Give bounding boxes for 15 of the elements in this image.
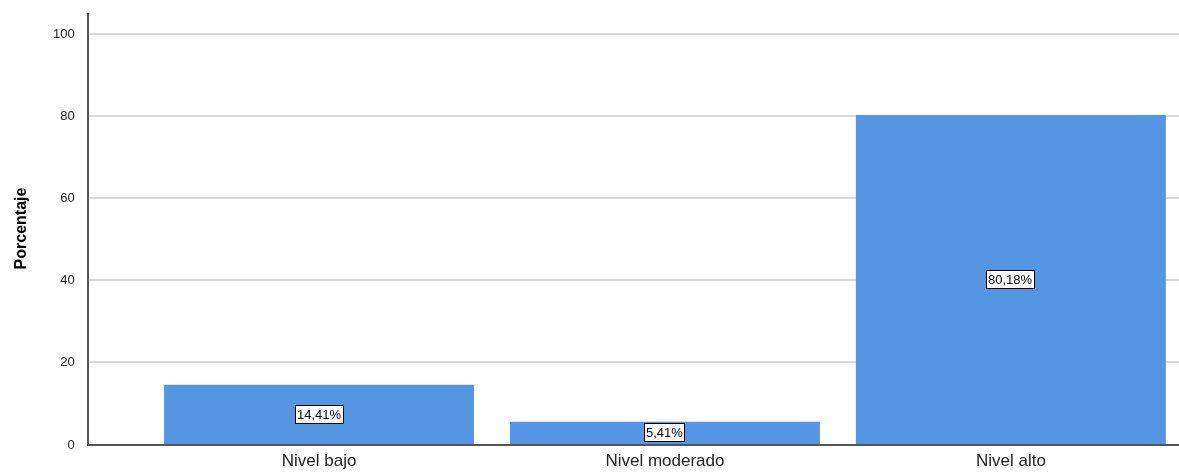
y-tick-label: 20 (60, 354, 75, 370)
y-tick-label: 60 (60, 190, 75, 206)
data-label: 5,41% (646, 425, 684, 440)
y-tick-label: 40 (60, 272, 75, 288)
y-tick-label: 0 (67, 436, 75, 452)
y-axis-title: Porcentaje (12, 187, 30, 270)
y-tick-label: 100 (52, 26, 75, 42)
data-label: 80,18% (988, 272, 1033, 287)
data-label: 14,41% (297, 407, 342, 422)
y-tick-label: 80 (60, 108, 75, 124)
x-tick-label: Nivel moderado (605, 451, 725, 471)
x-tick-label: Nivel bajo (281, 451, 357, 471)
bar (164, 384, 475, 444)
x-tick-label: Nivel alto (975, 451, 1046, 471)
bar (855, 114, 1166, 444)
